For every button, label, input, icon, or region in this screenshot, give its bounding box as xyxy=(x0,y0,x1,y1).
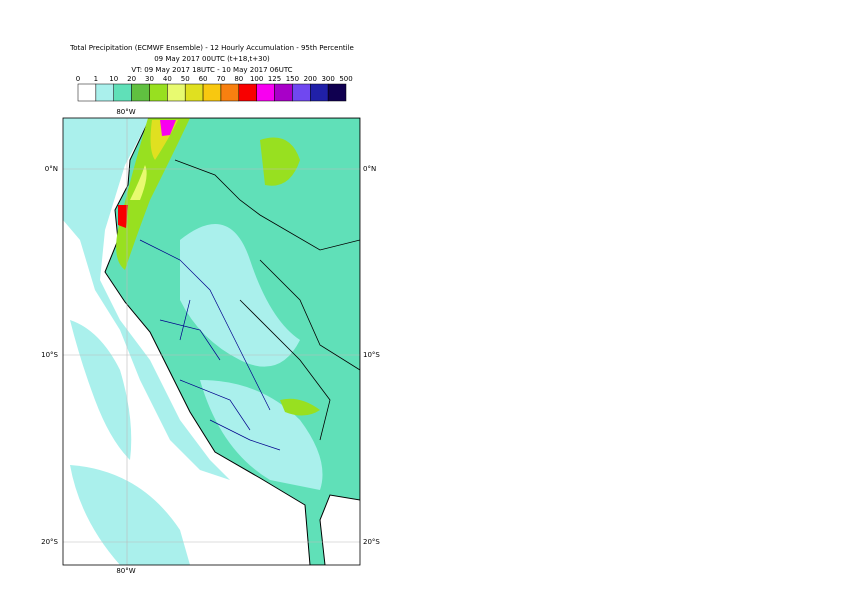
colorbar-box xyxy=(220,83,240,102)
valid-time: VT: 09 May 2017 18UTC - 10 May 2017 06UT… xyxy=(131,66,292,74)
colorbar-box xyxy=(95,83,114,102)
colorbar-label: 0 xyxy=(76,75,80,83)
colorbar-box xyxy=(113,83,132,102)
colorbar: 0 1 10 20 30 40 50 60 70 80 100 125 150 200 300 500 xyxy=(76,75,353,102)
colorbar-label: 40 xyxy=(163,75,172,83)
lat-label: 0°N xyxy=(45,165,58,173)
precip-heavy xyxy=(130,165,147,200)
precip-extreme xyxy=(118,205,128,228)
colorbar-box xyxy=(256,83,275,102)
map xyxy=(63,118,360,565)
colorbar-label: 1 xyxy=(94,75,98,83)
lat-label: 20°S xyxy=(363,538,380,546)
colorbar-label: 20 xyxy=(127,75,136,83)
colorbar-box xyxy=(274,83,293,102)
lon-label: 80°W xyxy=(116,567,135,575)
precip-ocean xyxy=(63,118,230,480)
lat-label: 0°N xyxy=(363,165,376,173)
colorbar-label: 500 xyxy=(339,75,352,83)
precip-extreme xyxy=(160,120,176,136)
colorbar-box xyxy=(327,83,347,102)
title: Total Precipitation (ECMWF Ensemble) - 1… xyxy=(69,44,354,52)
lat-label: 10°S xyxy=(363,351,380,359)
map-frame xyxy=(62,117,361,566)
colorbar-label: 100 xyxy=(250,75,263,83)
colorbar-box xyxy=(184,83,204,102)
colorbar-box xyxy=(292,83,311,102)
precip-moderate xyxy=(260,137,300,186)
colorbar-box xyxy=(149,83,168,102)
graticule xyxy=(63,118,360,565)
colorbar-label: 10 xyxy=(109,75,118,83)
lat-label: 20°S xyxy=(41,538,58,546)
colorbar-box xyxy=(310,83,329,102)
colorbar-box xyxy=(238,83,257,102)
colorbar-label: 125 xyxy=(268,75,281,83)
colorbar-box xyxy=(202,83,222,102)
precip-ocean xyxy=(70,465,190,565)
precip-light xyxy=(180,224,300,367)
lat-label: 10°S xyxy=(41,351,58,359)
precip-light xyxy=(200,380,323,490)
colorbar-label: 150 xyxy=(286,75,299,83)
subtitle: 09 May 2017 00UTC (t+18,t+30) xyxy=(154,55,270,63)
lat-labels: 0°N 0°N 10°S 10°S 20°S 20°S xyxy=(41,165,380,546)
colorbar-box xyxy=(131,83,150,102)
colorbar-label: 30 xyxy=(145,75,154,83)
colorbar-label: 60 xyxy=(199,75,208,83)
colorbar-label: 80 xyxy=(234,75,243,83)
colorbar-box xyxy=(77,83,97,102)
colorbar-label: 50 xyxy=(181,75,190,83)
colorbar-label: 70 xyxy=(216,75,225,83)
regions xyxy=(139,239,281,451)
precip-moderate xyxy=(280,398,320,416)
borders xyxy=(174,159,360,441)
colorbar-label: 300 xyxy=(321,75,334,83)
precip-moderate xyxy=(116,118,190,270)
colorbar-label: 200 xyxy=(304,75,317,83)
colorbar-box xyxy=(167,83,186,102)
lon-label: 80°W xyxy=(116,108,135,116)
